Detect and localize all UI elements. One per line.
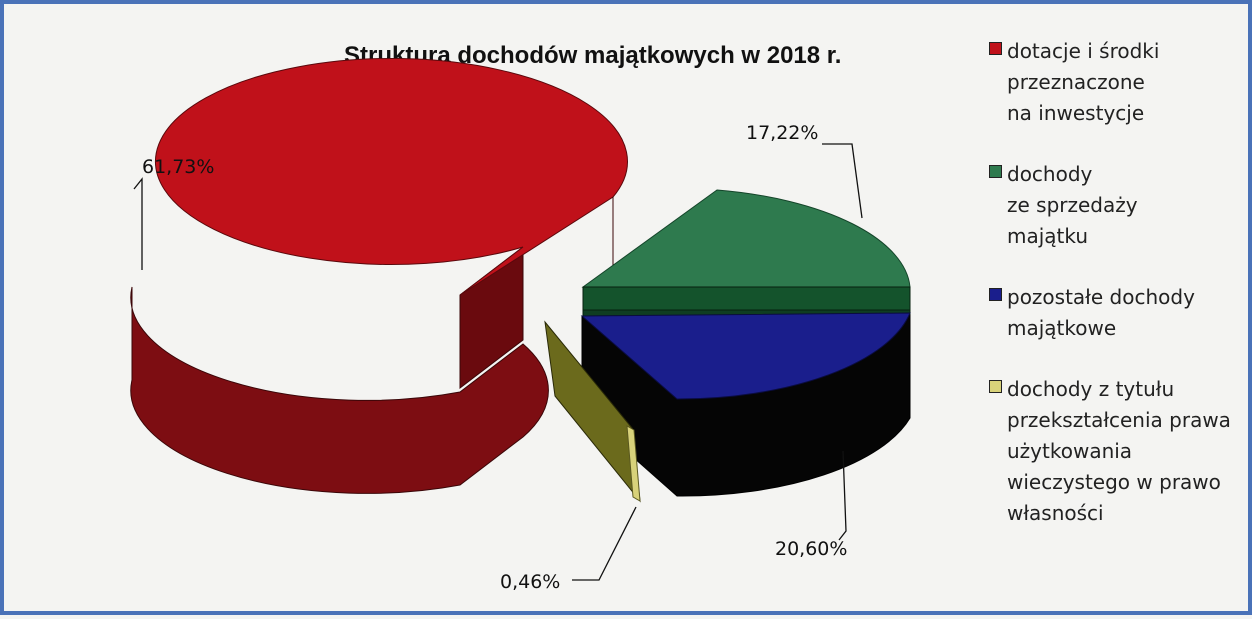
slice-sprzedaz-top [581, 189, 911, 288]
pie-slice-pozostale [580, 312, 911, 497]
legend-swatch-przeksztalcenie [989, 380, 1002, 393]
slice-przeksztalcenie-top [626, 425, 641, 502]
data-label-przeksztalcenie: 0,46% [500, 571, 560, 593]
data-label-pozostale: 20,60% [775, 538, 847, 560]
legend: dotacje i środki przeznaczone na inwesty… [989, 36, 1251, 559]
slice-dotacje-top [154, 57, 628, 296]
leader-line-pozostale [838, 450, 847, 541]
legend-label-dotacje: dotacje i środki przeznaczone na inwesty… [1007, 39, 1160, 125]
legend-item-dotacje: dotacje i środki przeznaczone na inwesty… [989, 36, 1251, 129]
legend-item-przeksztalcenie: dochody z tytułu przekształcenia prawa u… [989, 374, 1251, 529]
pie-chart: 61,73% 17,22% 20,60% 0,46% [130, 57, 911, 593]
legend-label-przeksztalcenie: dochody z tytułu przekształcenia prawa u… [1007, 377, 1231, 525]
legend-label-pozostale: pozostałe dochody majątkowe [1007, 285, 1195, 340]
data-label-dotacje: 61,73% [142, 156, 214, 178]
data-label-sprzedaz: 17,22% [746, 122, 818, 144]
slice-sprzedaz-front [582, 286, 911, 311]
pie-slice-przeksztalcenie [544, 320, 641, 503]
legend-swatch-pozostale [989, 288, 1002, 301]
legend-item-pozostale: pozostałe dochody majątkowe [989, 282, 1251, 344]
legend-label-sprzedaz: dochody ze sprzedaży majątku [1007, 162, 1138, 248]
legend-swatch-dotacje [989, 42, 1002, 55]
legend-swatch-sprzedaz [989, 165, 1002, 178]
slice-dotacje-side [130, 286, 549, 494]
pie-slice-dotacje [130, 57, 628, 494]
leader-line-sprzedaz [822, 143, 863, 219]
legend-item-sprzedaz: dochody ze sprzedaży majątku [989, 159, 1251, 252]
leader-line-przeksztalcenie [572, 506, 637, 581]
slice-pozostale-top [580, 312, 911, 400]
leader-line-dotacje [133, 177, 143, 270]
